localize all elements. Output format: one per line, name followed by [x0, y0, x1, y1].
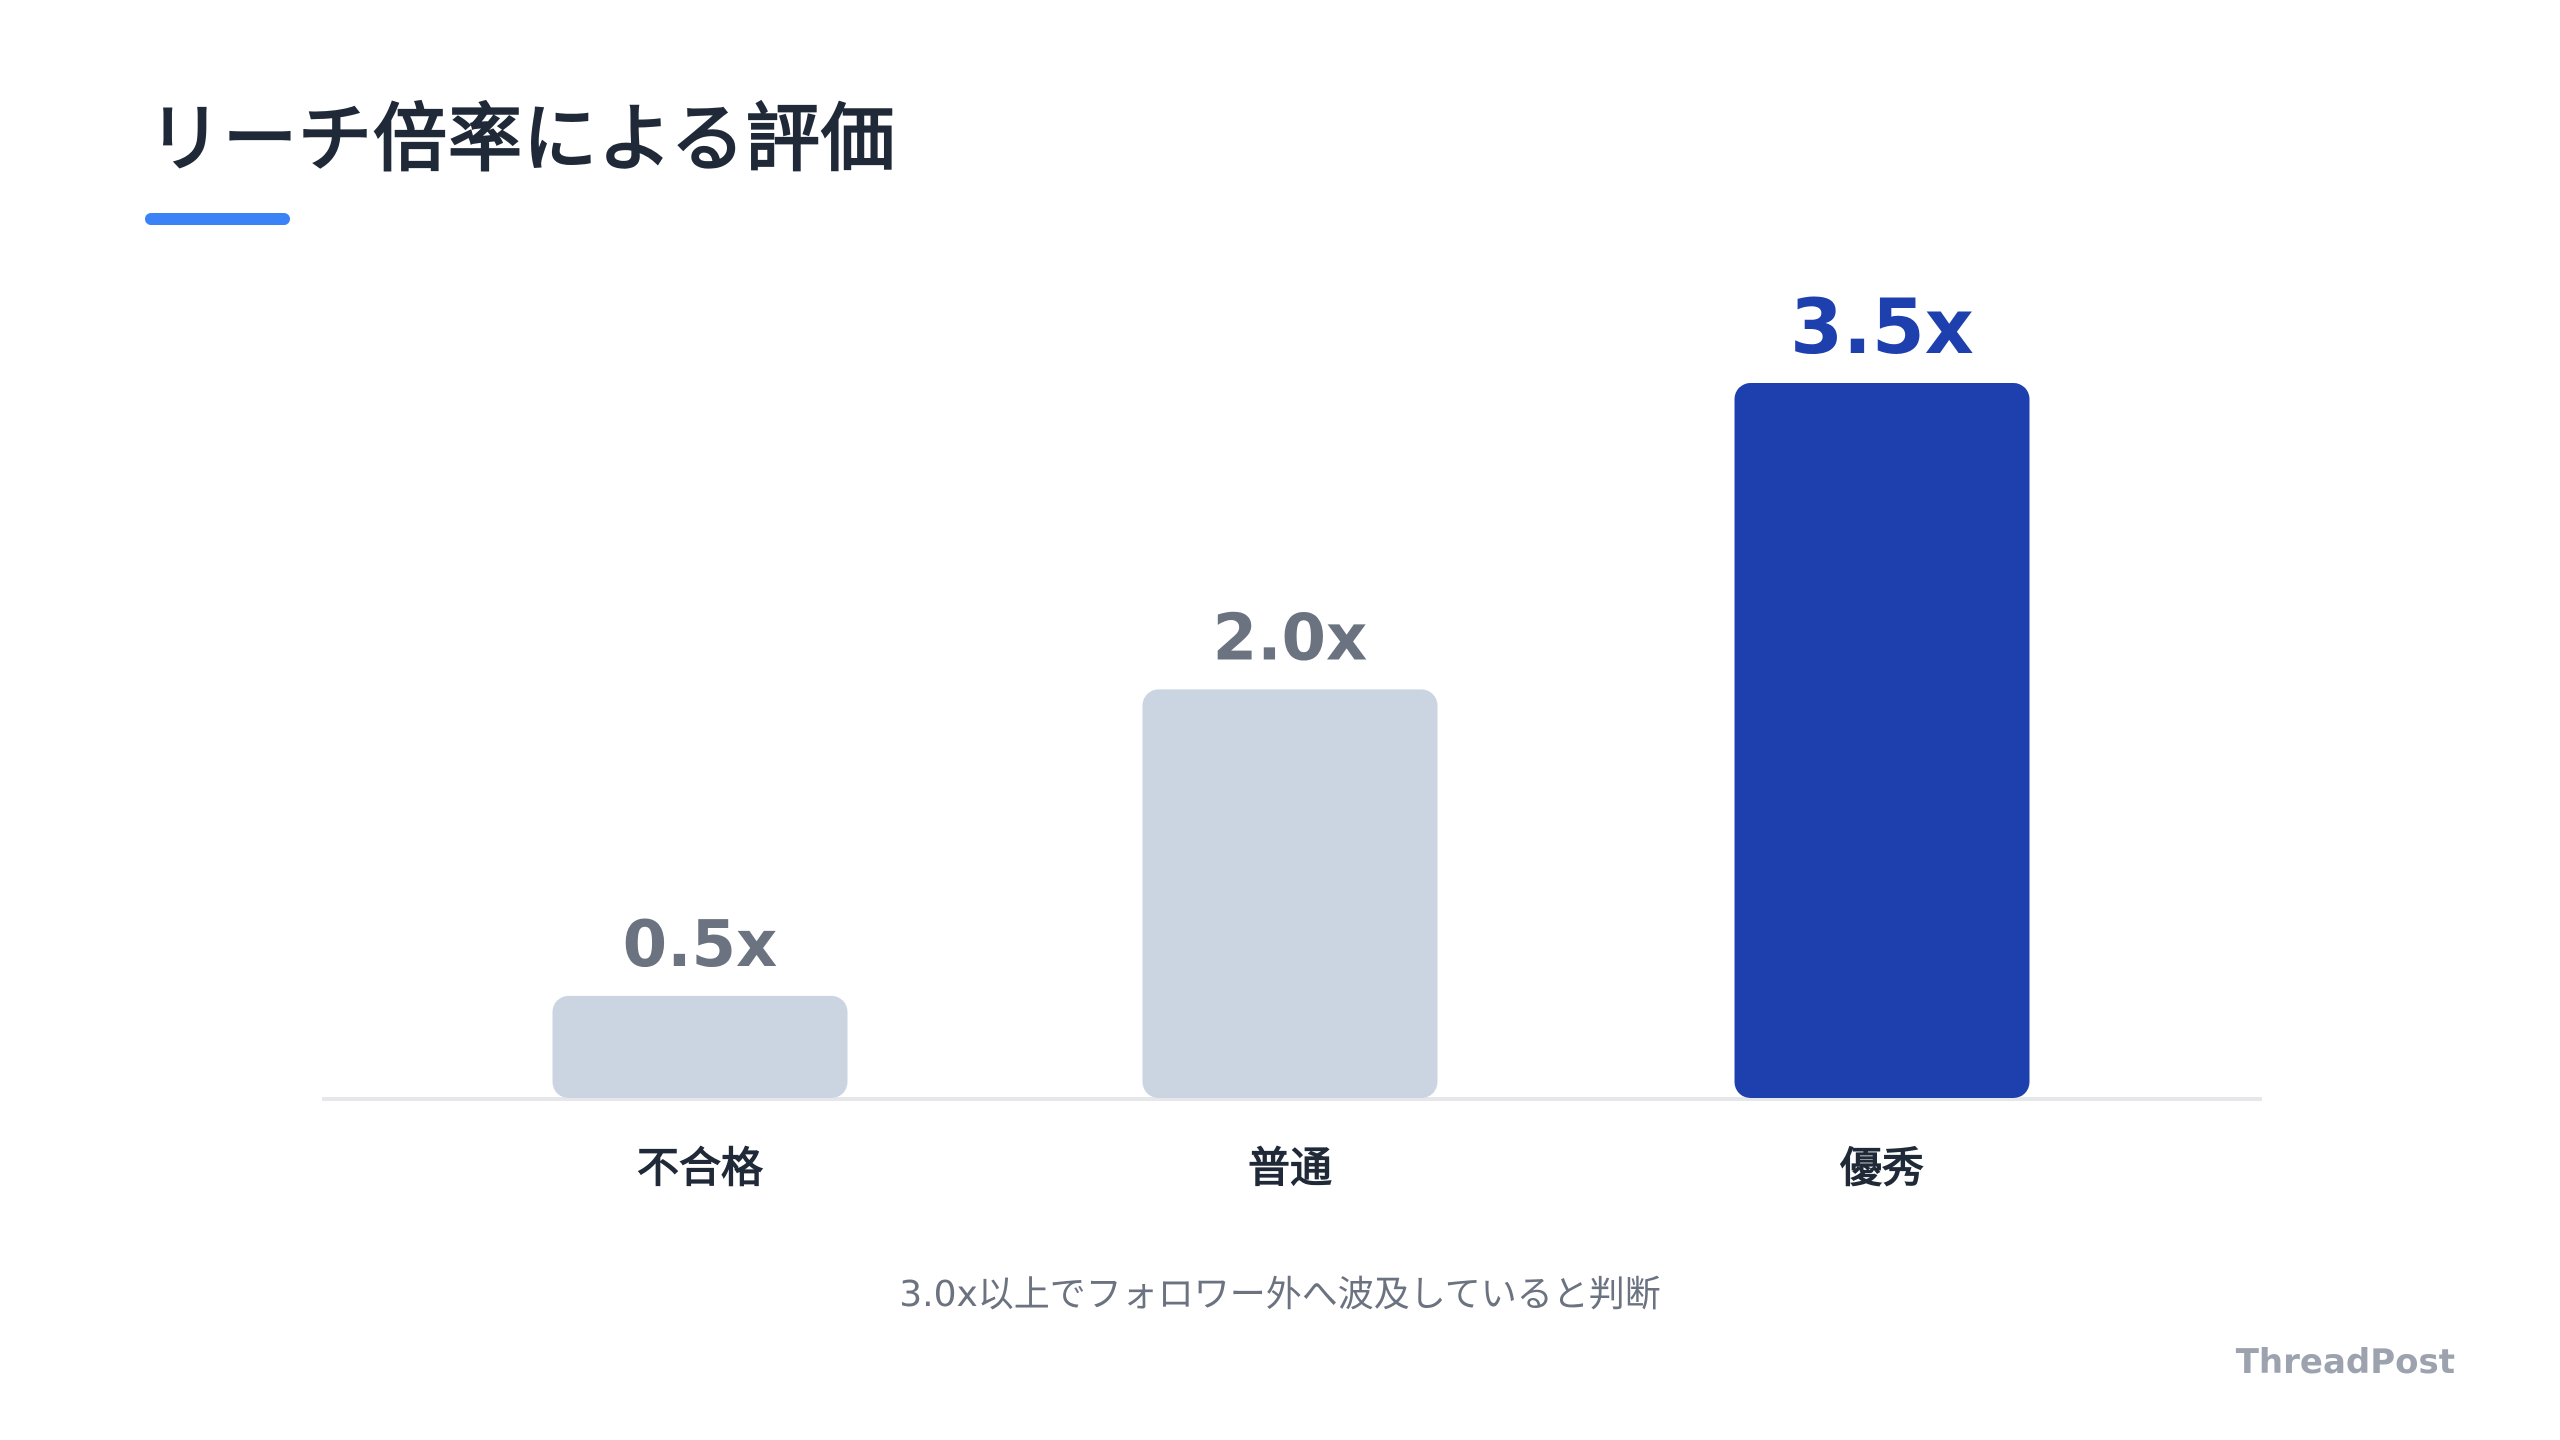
page-title: リーチ倍率による評価 — [148, 96, 896, 182]
title-accent-bar — [145, 213, 290, 225]
bar-3 — [1734, 383, 2030, 1098]
chart-footnote: 3.0x以上でフォロワー外へ波及していると判断 — [899, 1274, 1661, 1315]
bar-value-label-2: 2.0x — [1213, 601, 1368, 675]
brand-logo: ThreadPost — [2235, 1342, 2455, 1382]
category-label-1: 不合格 — [637, 1143, 764, 1192]
bar-value-label-3: 3.5x — [1790, 282, 1974, 371]
bar-2 — [1142, 689, 1438, 1098]
category-label-2: 普通 — [1248, 1143, 1332, 1192]
bar-value-label-1: 0.5x — [623, 908, 778, 982]
bar-1 — [552, 995, 848, 1098]
category-label-3: 優秀 — [1839, 1143, 1924, 1192]
